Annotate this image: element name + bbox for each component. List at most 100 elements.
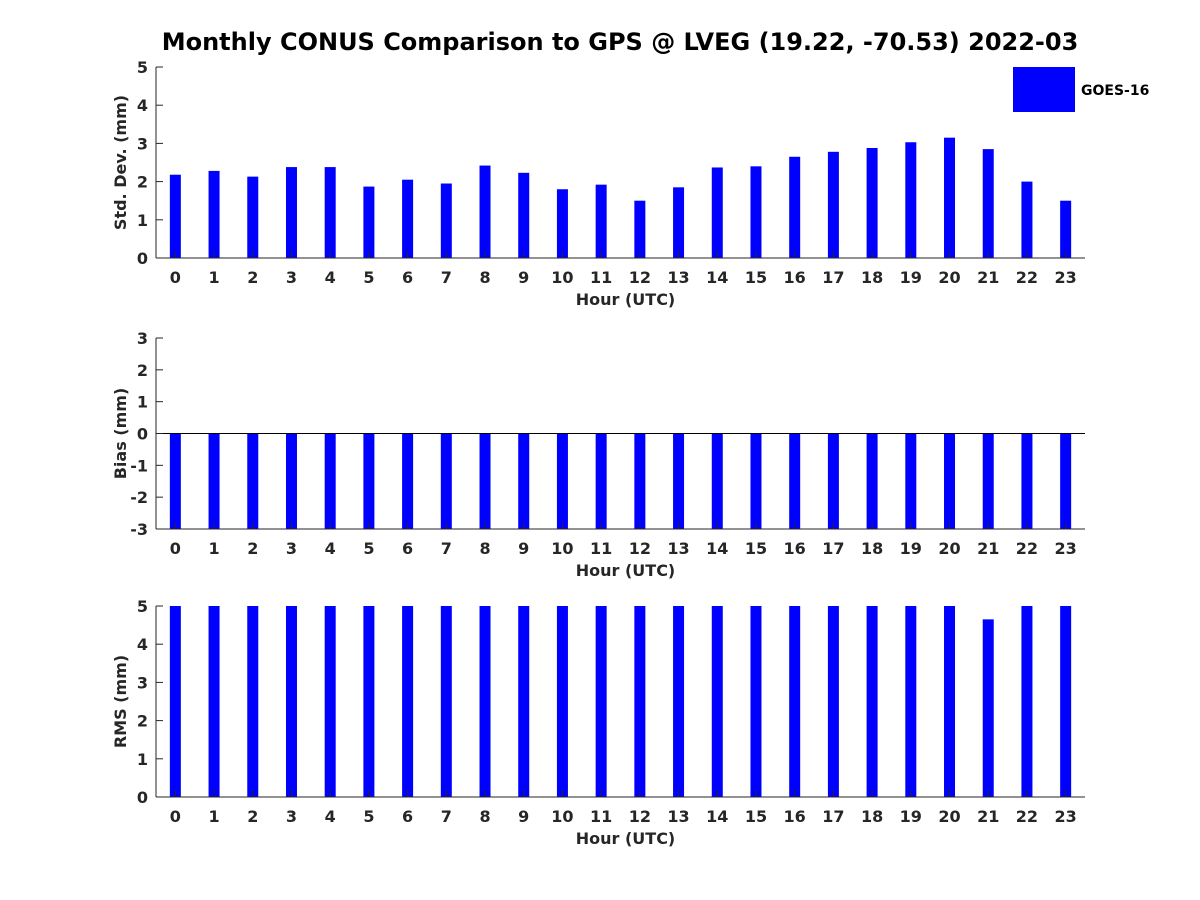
x-tick-label: 13	[667, 807, 689, 826]
x-tick-label: 20	[938, 539, 960, 558]
bar-1-0	[169, 174, 181, 258]
x-tick-label: 14	[706, 807, 728, 826]
x-tick-label: 17	[822, 539, 844, 558]
bar-1-12	[634, 200, 646, 258]
x-tick-label: 21	[977, 268, 999, 287]
y-tick-label: 2	[137, 712, 148, 731]
y-tick-label: 3	[137, 673, 148, 692]
x-tick-label: 8	[479, 539, 490, 558]
x-tick-label: 21	[977, 539, 999, 558]
x-tick-label: 23	[1055, 807, 1077, 826]
bar-2-3	[285, 433, 297, 529]
bar-1-8	[479, 165, 491, 258]
x-tick-label: 19	[900, 539, 922, 558]
bar-2-16	[789, 433, 801, 529]
x-tick-label: 2	[247, 539, 258, 558]
bar-1-3	[285, 167, 297, 258]
bar-3-17	[827, 606, 839, 797]
bar-1-19	[905, 142, 917, 258]
bar-3-15	[750, 606, 762, 797]
bar-3-6	[402, 606, 414, 797]
bar-3-2	[247, 606, 259, 797]
x-axis-label: Hour (UTC)	[576, 561, 676, 580]
x-tick-label: 18	[861, 268, 883, 287]
x-tick-label: 0	[170, 268, 181, 287]
x-tick-label: 11	[590, 539, 612, 558]
y-tick-label: -2	[130, 488, 148, 507]
bar-3-18	[866, 606, 878, 797]
x-tick-label: 10	[551, 268, 573, 287]
x-tick-label: 14	[706, 268, 728, 287]
x-tick-label: 22	[1016, 268, 1038, 287]
x-tick-label: 3	[286, 268, 297, 287]
x-tick-label: 18	[861, 807, 883, 826]
x-axis-label: Hour (UTC)	[576, 829, 676, 848]
bar-2-19	[905, 433, 917, 529]
x-tick-label: 23	[1055, 539, 1077, 558]
y-tick-label: -1	[130, 456, 148, 475]
bar-3-16	[789, 606, 801, 797]
x-tick-label: 19	[900, 268, 922, 287]
bar-2-9	[518, 433, 530, 529]
bar-3-12	[634, 606, 646, 797]
x-tick-label: 5	[363, 539, 374, 558]
x-tick-label: 13	[667, 268, 689, 287]
y-tick-label: 4	[137, 96, 148, 115]
y-tick-label: 0	[137, 788, 148, 807]
x-tick-label: 21	[977, 807, 999, 826]
y-axis-label: Bias (mm)	[111, 388, 130, 480]
y-tick-label: 3	[137, 329, 148, 348]
bar-2-1	[208, 433, 220, 529]
bar-2-12	[634, 433, 646, 529]
x-axis-label: Hour (UTC)	[576, 290, 676, 309]
bar-3-3	[285, 606, 297, 797]
bar-1-16	[789, 156, 801, 258]
bar-1-9	[518, 172, 530, 258]
x-tick-label: 13	[667, 539, 689, 558]
bar-3-5	[363, 606, 375, 797]
bar-1-18	[866, 147, 878, 258]
bar-2-15	[750, 433, 762, 529]
x-tick-label: 23	[1055, 268, 1077, 287]
y-tick-label: 2	[137, 173, 148, 192]
bar-3-21	[982, 619, 994, 797]
bar-2-7	[440, 433, 452, 529]
bar-3-13	[673, 606, 685, 797]
x-tick-label: 14	[706, 539, 728, 558]
x-tick-label: 20	[938, 268, 960, 287]
bar-1-17	[827, 151, 839, 258]
y-axis-label: Std. Dev. (mm)	[111, 95, 130, 230]
x-tick-label: 7	[441, 539, 452, 558]
bar-2-23	[1060, 433, 1072, 529]
x-tick-label: 4	[325, 268, 336, 287]
y-tick-label: 0	[137, 425, 148, 444]
bar-1-6	[402, 179, 414, 258]
bar-2-20	[944, 433, 956, 529]
bar-1-13	[673, 187, 685, 258]
y-tick-label: 1	[137, 750, 148, 769]
x-tick-label: 22	[1016, 539, 1038, 558]
bar-2-4	[324, 433, 336, 529]
y-tick-label: 1	[137, 211, 148, 230]
bar-1-14	[711, 167, 723, 258]
bar-1-4	[324, 167, 336, 258]
x-tick-label: 10	[551, 539, 573, 558]
x-tick-label: 10	[551, 807, 573, 826]
bar-3-4	[324, 606, 336, 797]
bar-1-23	[1060, 200, 1072, 258]
x-tick-label: 16	[784, 807, 806, 826]
x-tick-label: 16	[784, 268, 806, 287]
bar-1-15	[750, 166, 762, 258]
bar-3-1	[208, 606, 220, 797]
x-tick-label: 5	[363, 268, 374, 287]
x-tick-label: 11	[590, 807, 612, 826]
bar-1-10	[556, 189, 568, 258]
bar-2-2	[247, 433, 259, 529]
legend: GOES-16	[1013, 67, 1149, 112]
bar-1-5	[363, 186, 375, 258]
bar-1-20	[944, 137, 956, 258]
x-tick-label: 6	[402, 807, 413, 826]
x-tick-label: 6	[402, 539, 413, 558]
